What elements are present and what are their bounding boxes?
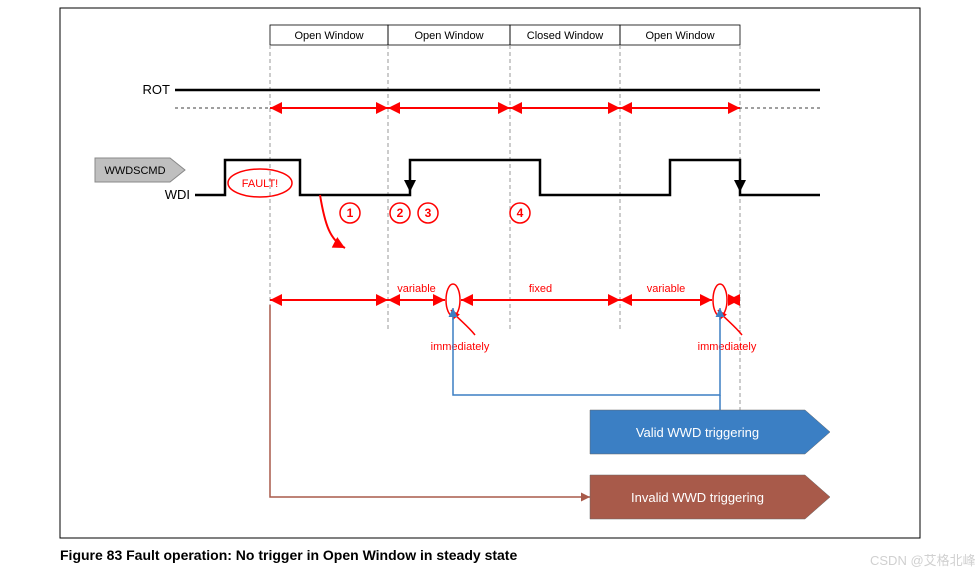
label-immediately: immediately: [698, 341, 757, 353]
immediately-arrow: [718, 310, 742, 335]
marker-number: 2: [397, 206, 404, 220]
label-immediately: immediately: [431, 341, 490, 353]
column-header-label: Open Window: [645, 30, 714, 42]
column-header-label: Open Window: [414, 30, 483, 42]
fault-arrow: [320, 195, 345, 248]
marker-number: 4: [517, 206, 524, 220]
watermark: CSDN @艾格北峰: [870, 553, 975, 568]
timing-diagram: Open Window Open Window Closed Window Open …: [0, 0, 975, 575]
immediately-arrow: [451, 310, 475, 335]
wwdscmd-label: WWDSCMD: [104, 165, 165, 177]
valid-banner-label: Valid WWD triggering: [636, 425, 759, 440]
invalid-banner-label: Invalid WWD triggering: [631, 490, 764, 505]
diagram-frame: [60, 8, 920, 538]
label-variable2: variable: [647, 283, 686, 295]
fault-label: FAULT!: [242, 178, 278, 190]
marker-number: 3: [425, 206, 432, 220]
invalid-arrow: [270, 305, 590, 497]
column-header-label: Open Window: [294, 30, 363, 42]
marker-number: 1: [347, 206, 354, 220]
rot-label: ROT: [143, 82, 171, 97]
label-variable1: variable: [397, 283, 436, 295]
column-header-label: Closed Window: [527, 30, 603, 42]
label-fixed: fixed: [529, 283, 552, 295]
wdi-label: WDI: [165, 187, 190, 202]
figure-caption: Figure 83 Fault operation: No trigger in…: [60, 547, 517, 563]
valid-trace: [453, 318, 720, 395]
